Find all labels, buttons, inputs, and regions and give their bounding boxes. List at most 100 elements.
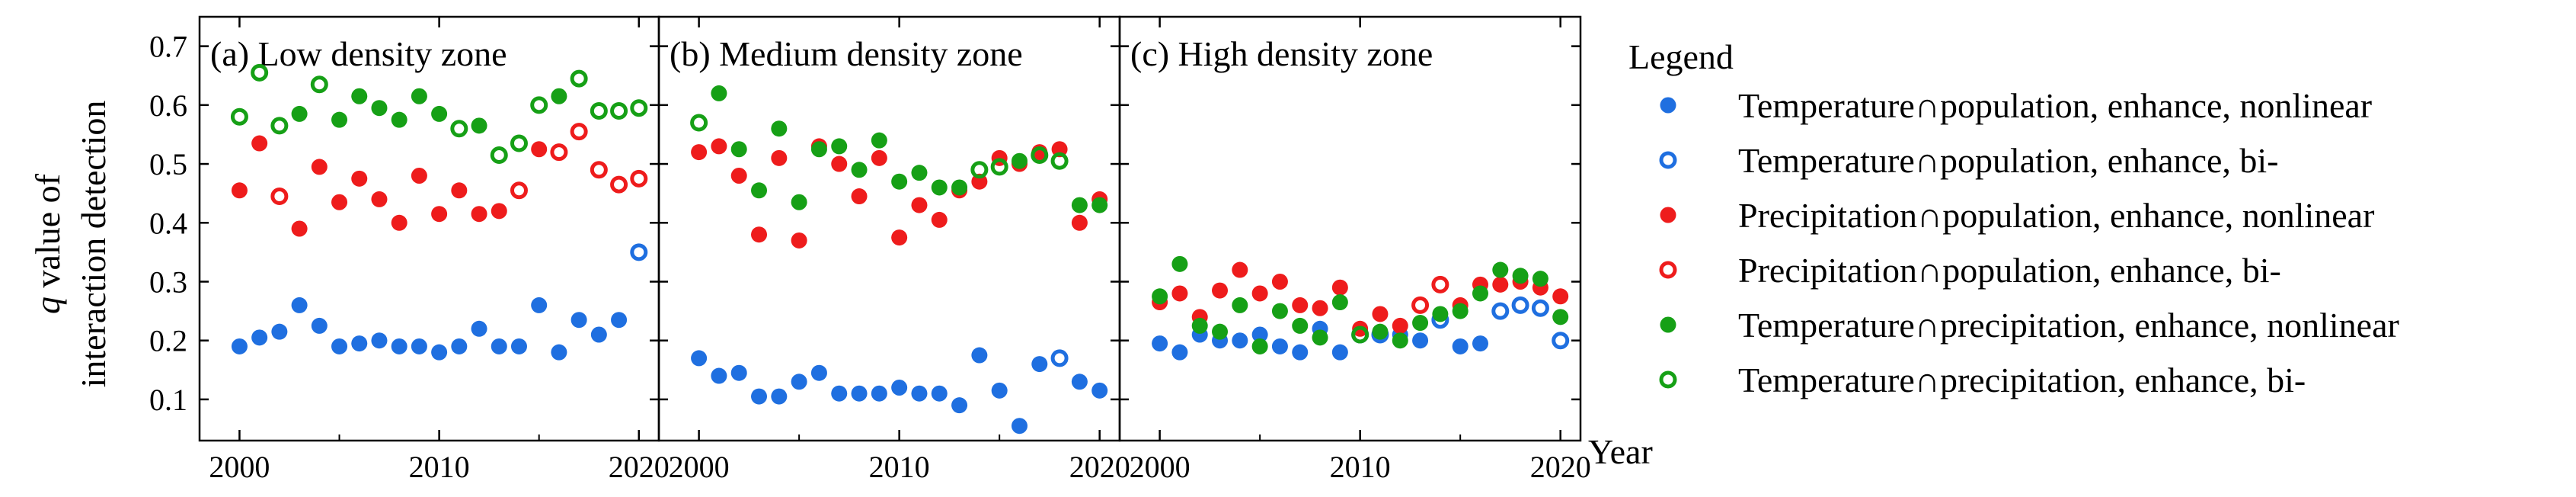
data-point-blue-filled xyxy=(1251,326,1268,343)
data-point-blue-filled xyxy=(1331,344,1348,361)
data-point-green-filled xyxy=(951,179,968,196)
y-tick-label: 0.6 xyxy=(149,88,187,123)
data-point-blue-filled xyxy=(1091,382,1108,399)
x-tick-label: 2000 xyxy=(209,450,270,484)
data-point-red-filled xyxy=(791,232,807,248)
data-point-red-filled xyxy=(1171,285,1188,302)
data-point-green-open xyxy=(990,158,1008,176)
data-point-green-open xyxy=(270,117,289,135)
data-point-green-filled xyxy=(1212,323,1229,340)
data-point-blue-filled xyxy=(1152,335,1168,352)
data-point-blue-filled xyxy=(1472,335,1488,352)
data-point-green-filled xyxy=(751,182,768,199)
data-point-green-open xyxy=(690,114,708,132)
x-tick-label: 2000 xyxy=(669,450,730,484)
data-point-green-open xyxy=(610,102,628,120)
data-point-red-filled xyxy=(371,191,388,207)
panel-medium-density: 2000 2010 2020 (b) Medium density zone xyxy=(657,15,1130,484)
data-point-green-filled xyxy=(1312,329,1328,346)
data-point-green-filled xyxy=(931,179,948,196)
data-point-green-filled xyxy=(1011,152,1028,169)
data-point-green-filled xyxy=(1292,317,1309,334)
data-point-green-filled xyxy=(1512,268,1529,284)
data-point-red-filled xyxy=(1392,317,1408,334)
data-point-red-filled xyxy=(911,197,928,213)
legend-label: Precipitation∩population, enhance, bi- xyxy=(1738,251,2281,290)
data-point-blue-filled xyxy=(891,380,908,396)
data-point-green-filled xyxy=(1532,271,1548,287)
data-point-red-filled xyxy=(851,188,868,205)
data-point-red-filled xyxy=(730,168,747,184)
data-point-blue-filled xyxy=(851,385,868,402)
y-tick-label: 0.5 xyxy=(149,147,187,181)
data-point-green-open xyxy=(970,161,989,179)
data-point-red-filled xyxy=(751,226,768,243)
data-point-green-filled xyxy=(1232,297,1248,313)
data-point-green-filled xyxy=(1251,338,1268,354)
data-point-red-filled xyxy=(691,144,708,161)
data-point-red-filled xyxy=(1232,261,1248,278)
data-point-red-filled xyxy=(1292,297,1309,313)
data-point-blue-filled xyxy=(590,326,607,343)
data-point-blue-filled xyxy=(911,385,928,402)
data-point-green-filled xyxy=(331,111,348,128)
data-point-blue-filled xyxy=(1171,344,1188,361)
legend-label: Temperature∩precipitation, enhance, bi- xyxy=(1738,361,2306,399)
y-tick-label: 0.4 xyxy=(149,206,187,240)
data-point-red-filled xyxy=(471,206,487,223)
panel-frame xyxy=(657,15,1121,442)
data-point-blue-filled xyxy=(991,382,1008,399)
legend-marker-blue-filled xyxy=(1660,97,1676,114)
data-point-green-filled xyxy=(551,88,567,104)
data-point-blue-filled xyxy=(1292,344,1309,361)
data-point-green-filled xyxy=(1071,197,1088,213)
data-point-blue-filled xyxy=(391,338,407,354)
data-point-red-filled xyxy=(711,138,727,155)
data-point-green-filled xyxy=(1171,255,1188,272)
data-point-blue-filled xyxy=(1452,338,1469,354)
data-point-blue-filled xyxy=(510,338,527,354)
data-point-blue-filled xyxy=(570,312,587,329)
data-point-green-open xyxy=(310,75,328,94)
data-point-blue-filled xyxy=(951,397,968,414)
legend-marker-green-filled xyxy=(1660,316,1676,333)
data-point-green-filled xyxy=(1552,309,1569,325)
y-tick-label: 0.7 xyxy=(149,30,187,64)
data-point-green-filled xyxy=(431,105,448,122)
data-point-blue-filled xyxy=(491,338,507,354)
data-point-blue-filled xyxy=(251,329,268,346)
data-point-blue-filled xyxy=(691,350,708,367)
legend-label: Precipitation∩population, enhance, nonli… xyxy=(1738,196,2374,235)
data-point-red-filled xyxy=(891,229,908,246)
data-point-green-filled xyxy=(1271,303,1288,319)
panel-title: (c) High density zone xyxy=(1130,34,1433,73)
data-point-green-filled xyxy=(411,88,427,104)
x-tick-label: 2020 xyxy=(609,450,670,484)
data-point-red-open xyxy=(270,188,289,206)
data-point-green-filled xyxy=(391,111,407,128)
data-point-green-open xyxy=(590,102,608,120)
data-point-blue-filled xyxy=(730,364,747,381)
data-point-green-open xyxy=(1351,325,1369,344)
data-point-green-filled xyxy=(1492,261,1509,278)
data-point-blue-filled xyxy=(231,338,248,354)
data-point-red-open xyxy=(1411,296,1430,314)
data-point-red-open xyxy=(610,175,628,194)
legend-marker-blue-open xyxy=(1659,151,1677,169)
data-point-red-filled xyxy=(391,214,407,231)
data-point-red-open xyxy=(1431,275,1449,293)
data-point-green-filled xyxy=(291,105,308,122)
data-point-green-open xyxy=(230,107,248,126)
data-point-blue-filled xyxy=(791,374,807,390)
data-point-blue-filled xyxy=(471,320,487,337)
data-point-blue-filled xyxy=(351,335,368,352)
legend: Legend Temperature∩population, enhance, … xyxy=(1628,37,2399,399)
data-point-green-filled xyxy=(891,173,908,190)
data-point-red-filled xyxy=(871,149,887,166)
data-point-green-filled xyxy=(1392,332,1408,349)
data-point-green-filled xyxy=(911,165,928,181)
data-point-green-filled xyxy=(851,162,868,178)
x-tick-label: 2010 xyxy=(409,450,470,484)
y-tick-label: 0.1 xyxy=(149,383,187,417)
